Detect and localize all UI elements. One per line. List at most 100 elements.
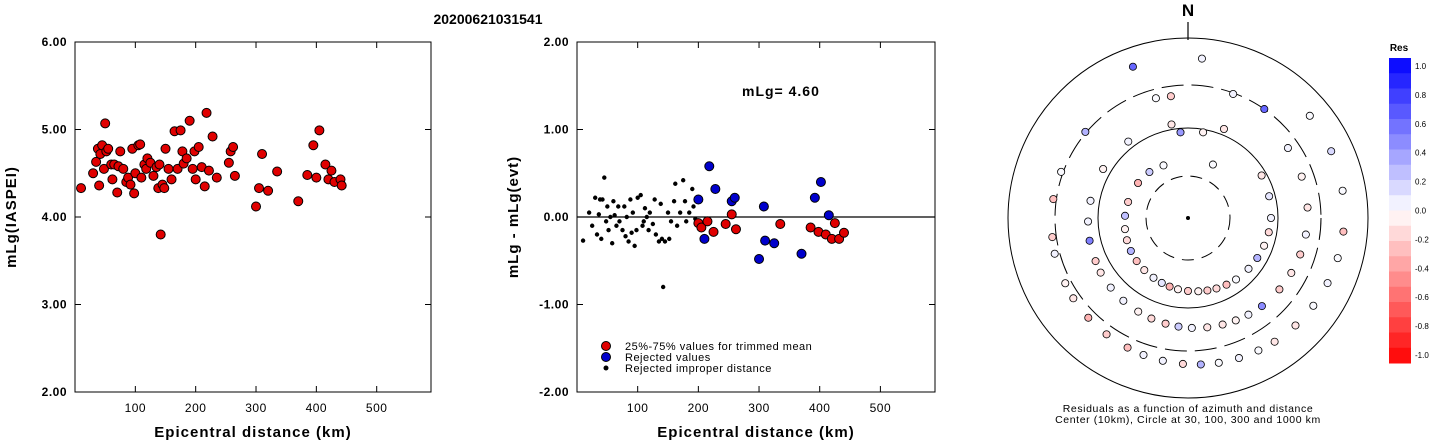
point-2-8 xyxy=(600,197,605,202)
point-0-4 xyxy=(94,180,105,191)
point-0-7 xyxy=(98,163,109,174)
point-2-40 xyxy=(653,232,659,237)
station-marker-37 xyxy=(1147,314,1156,323)
point-2-3 xyxy=(593,195,598,200)
point-2-0 xyxy=(580,238,586,243)
station-marker-35 xyxy=(1123,343,1132,352)
circle-30km xyxy=(1145,175,1231,261)
station-marker-83 xyxy=(1305,111,1314,120)
station-marker-13 xyxy=(1086,196,1095,205)
colorbar-swatch-18 xyxy=(1389,332,1411,349)
station-marker-53 xyxy=(1234,354,1243,363)
point-2-53 xyxy=(680,178,686,183)
station-marker-43 xyxy=(1174,322,1183,331)
station-marker-7 xyxy=(1124,137,1133,146)
colorbar-swatch-10 xyxy=(1389,210,1411,227)
x-tick-label-0: 100 xyxy=(125,401,147,415)
point-0-50 xyxy=(190,174,201,185)
station-marker-42 xyxy=(1173,285,1182,294)
station-marker-58 xyxy=(1244,310,1253,319)
station-marker-71 xyxy=(1333,254,1342,263)
colorbar-swatch-11 xyxy=(1389,225,1411,242)
legend-label-trimmed: 25%-75% values for trimmed mean xyxy=(625,341,812,353)
north-label: N xyxy=(1182,1,1194,20)
legend: 25%-75% values for trimmed mean Rejected… xyxy=(601,341,812,375)
station-marker-38 xyxy=(1139,350,1148,359)
point-2-55 xyxy=(684,219,689,224)
station-marker-77 xyxy=(1338,186,1347,195)
mlg-annotation: mLg= 4.60 xyxy=(742,83,820,99)
point-2-21 xyxy=(622,204,627,209)
point-1-11 xyxy=(809,192,820,203)
magnitude-vs-distance-chart: 100 200 300 400 500 2.00 3.00 4.00 5.00 6.00 Epic… xyxy=(3,35,432,441)
point-2-28 xyxy=(632,243,637,249)
colorbar-label-2: 0.6 xyxy=(1415,120,1427,129)
point-2-41 xyxy=(656,239,662,244)
station-marker-69 xyxy=(1260,241,1269,250)
station-marker-57 xyxy=(1222,280,1231,289)
x-tick-label-2: 300 xyxy=(748,401,770,415)
point-0-22 xyxy=(129,188,140,199)
station-marker-3 xyxy=(1208,160,1217,169)
point-0-57 xyxy=(211,172,222,183)
point-2-33 xyxy=(641,219,646,224)
station-marker-67 xyxy=(1287,268,1296,277)
point-0-2 xyxy=(91,156,102,167)
point-0-12 xyxy=(829,218,840,229)
point-2-10 xyxy=(603,219,609,224)
point-2-15 xyxy=(611,199,616,204)
point-1-10 xyxy=(796,248,807,259)
station-marker-61 xyxy=(1257,302,1266,311)
station-marker-18 xyxy=(1120,225,1129,234)
station-marker-40 xyxy=(1161,319,1170,328)
colorbar-label-7: -0.4 xyxy=(1415,264,1429,273)
colorbar-swatch-13 xyxy=(1389,256,1411,272)
point-2-35 xyxy=(644,214,649,220)
point-2-13 xyxy=(608,214,613,220)
point-2-31 xyxy=(638,192,643,198)
colorbar-swatch-17 xyxy=(1389,317,1411,333)
point-0-0 xyxy=(76,183,87,194)
colorbar-swatch-12 xyxy=(1389,241,1411,257)
point-0-51 xyxy=(193,142,204,152)
x-tick-label-1: 200 xyxy=(185,401,207,415)
azimuth-residual-chart: N Residuals as a function of azimuth and… xyxy=(1007,1,1429,426)
colorbar-swatch-14 xyxy=(1389,271,1411,288)
point-0-54 xyxy=(201,107,212,118)
point-2-52 xyxy=(677,210,683,215)
point-2-44 xyxy=(660,284,666,290)
point-1-0 xyxy=(693,194,704,205)
point-2-49 xyxy=(671,199,677,204)
station-marker-47 xyxy=(1196,360,1205,369)
colorbar-swatch-15 xyxy=(1389,286,1411,303)
point-1-9 xyxy=(769,238,780,249)
station-marker-54 xyxy=(1212,284,1221,293)
x-tick-label-4: 500 xyxy=(870,401,892,415)
point-2-46 xyxy=(665,210,671,215)
caption-line-1: Residuals as a function of azimuth and d… xyxy=(1063,403,1314,415)
legend-marker-rejected xyxy=(601,352,611,362)
magnitude-points xyxy=(76,107,347,240)
station-marker-27 xyxy=(1132,257,1141,266)
point-0-34 xyxy=(154,159,165,170)
station-marker-81 xyxy=(1257,171,1266,180)
point-0-47 xyxy=(184,115,195,126)
point-1-3 xyxy=(710,184,721,194)
station-marker-6 xyxy=(1145,168,1154,177)
station-marker-5 xyxy=(1260,105,1269,114)
point-1-13 xyxy=(823,210,834,221)
station-residuals xyxy=(1048,54,1348,369)
station-marker-85 xyxy=(1166,92,1175,101)
y-tick-label-1: 3.00 xyxy=(42,298,67,312)
point-2-48 xyxy=(668,219,674,224)
legend-label-rejected: Rejected values xyxy=(625,352,711,364)
point-2-16 xyxy=(612,213,617,218)
colorbar-title: Res xyxy=(1390,43,1409,54)
point-2-42 xyxy=(658,201,663,207)
station-marker-19 xyxy=(1085,236,1094,245)
station-marker-80 xyxy=(1327,147,1336,156)
circle-1000km xyxy=(1007,37,1369,399)
point-0-77 xyxy=(336,180,347,191)
point-2-1 xyxy=(586,210,592,215)
colorbar-swatch-19 xyxy=(1389,347,1411,364)
